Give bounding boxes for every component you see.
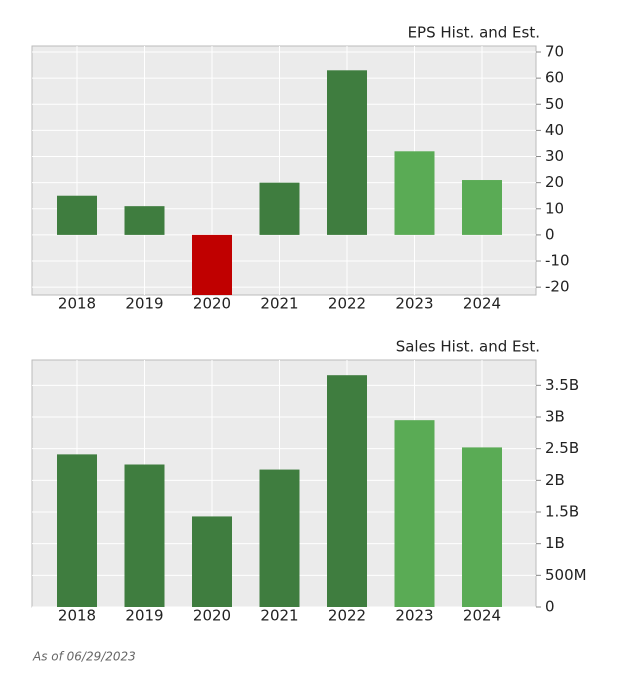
- bar: [327, 375, 367, 607]
- y-tick-label: 30: [545, 147, 564, 165]
- y-tick-label: 3.5B: [545, 376, 579, 394]
- bar: [259, 469, 300, 607]
- bar: [57, 195, 97, 235]
- bar: [124, 464, 165, 607]
- bar: [462, 180, 502, 235]
- bar: [124, 206, 165, 235]
- y-tick-label: 0: [545, 598, 555, 616]
- y-tick-label: 20: [545, 173, 564, 191]
- y-tick-label: 70: [545, 43, 564, 61]
- x-tick-label: 2024: [463, 295, 501, 313]
- bar: [462, 447, 502, 607]
- x-tick-label: 2020: [193, 607, 231, 625]
- x-tick-label: 2024: [463, 607, 501, 625]
- y-tick-label: 0: [545, 225, 555, 243]
- y-tick-label: 40: [545, 121, 564, 139]
- bar: [394, 420, 435, 607]
- bar: [394, 151, 435, 235]
- y-tick-label: 10: [545, 199, 564, 217]
- y-tick-label: 2.5B: [545, 439, 579, 457]
- bar: [327, 70, 367, 235]
- y-tick-label: 1B: [545, 534, 565, 552]
- x-tick-label: 2023: [395, 295, 433, 313]
- x-tick-label: 2020: [193, 295, 231, 313]
- y-tick-label: 2B: [545, 471, 565, 489]
- x-tick-label: 2023: [395, 607, 433, 625]
- y-tick-label: 3B: [545, 408, 565, 426]
- bar: [57, 454, 97, 607]
- chart-title: EPS Hist. and Est.: [408, 24, 540, 42]
- bar: [192, 234, 232, 295]
- chart-title: Sales Hist. and Est.: [396, 338, 540, 356]
- y-tick-label: -20: [545, 278, 570, 296]
- x-tick-label: 2018: [58, 295, 96, 313]
- x-tick-label: 2021: [260, 607, 298, 625]
- bar: [192, 516, 232, 607]
- y-tick-label: -10: [545, 252, 570, 270]
- y-tick-label: 500M: [545, 566, 587, 584]
- bar: [259, 182, 300, 235]
- x-tick-label: 2022: [328, 295, 366, 313]
- y-tick-label: 1.5B: [545, 503, 579, 521]
- as-of-note: As of 06/29/2023: [32, 650, 136, 664]
- x-tick-label: 2019: [125, 607, 163, 625]
- x-tick-label: 2022: [328, 607, 366, 625]
- y-tick-label: 60: [545, 69, 564, 87]
- x-tick-label: 2019: [125, 295, 163, 313]
- plot-background: [31, 45, 537, 296]
- x-tick-label: 2021: [260, 295, 298, 313]
- x-tick-label: 2018: [58, 607, 96, 625]
- y-tick-label: 50: [545, 95, 564, 113]
